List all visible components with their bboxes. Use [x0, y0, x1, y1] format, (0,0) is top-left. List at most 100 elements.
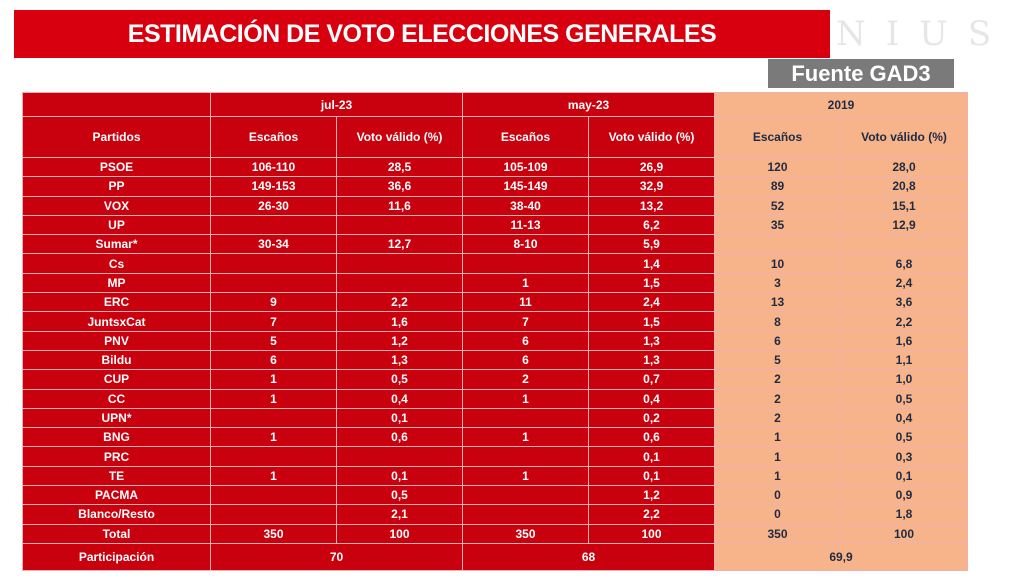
e2019-vote-cell: 1,0 [839, 369, 969, 390]
page-title: ESTIMACIÓN DE VOTO ELECCIONES GENERALES [127, 19, 717, 48]
jul-vote-cell: 12,7 [336, 234, 463, 255]
table-row: UP 11-13 6,2 35 12,9 [22, 214, 969, 236]
may-seats-cell: 1 [462, 388, 589, 409]
col-vote-header: Voto válido (%) [839, 116, 969, 158]
may-vote-cell: 1,3 [588, 349, 715, 371]
e2019-vote-cell: 2,4 [839, 272, 969, 294]
may-seats-cell: 1 [462, 427, 589, 448]
jul-seats-cell: 1 [210, 427, 337, 448]
jul-seats-cell: 1 [210, 388, 337, 409]
e2019-seats-cell: 6 [714, 330, 841, 351]
e2019-vote-cell: 0,4 [839, 407, 969, 429]
jul-vote-cell: 2,1 [336, 504, 463, 525]
may-seats-cell: 38-40 [462, 195, 589, 216]
participation-jul: 70 [210, 542, 463, 571]
may-vote-cell: 5,9 [588, 234, 715, 255]
party-cell: Blanco/Resto [22, 504, 211, 525]
may-seats-cell: 145-149 [462, 176, 589, 197]
jul-vote-cell: 0,6 [336, 427, 463, 448]
e2019-vote-cell [839, 234, 969, 255]
table-row: Total 350 100 350 100 350 100 [22, 523, 969, 544]
table-row: Blanco/Resto 2,1 2,2 0 1,8 [22, 504, 969, 525]
party-cell: PP [22, 176, 211, 197]
jul-vote-cell: 28,5 [336, 156, 463, 178]
header-blank [22, 92, 211, 117]
table-row: PACMA 0,5 1,2 0 0,9 [22, 485, 969, 506]
e2019-seats-cell: 2 [714, 388, 841, 409]
jul-vote-cell: 0,4 [336, 388, 463, 409]
may-seats-cell: 6 [462, 330, 589, 351]
party-cell: MP [22, 272, 211, 294]
e2019-seats-cell: 5 [714, 349, 841, 371]
jul-seats-cell: 1 [210, 465, 337, 487]
may-vote-cell: 0,1 [588, 465, 715, 487]
party-cell: UPN* [22, 407, 211, 429]
e2019-vote-cell: 0,5 [839, 388, 969, 409]
may-vote-cell: 0,1 [588, 446, 715, 467]
may-vote-cell: 32,9 [588, 176, 715, 197]
e2019-seats-cell: 350 [714, 523, 841, 544]
e2019-seats-cell: 3 [714, 272, 841, 294]
jul-vote-cell [336, 446, 463, 467]
may-seats-cell [462, 504, 589, 525]
party-cell: PSOE [22, 156, 211, 178]
may-seats-cell: 8-10 [462, 234, 589, 255]
jul-vote-cell [336, 253, 463, 274]
e2019-seats-cell: 1 [714, 427, 841, 448]
may-seats-cell: 350 [462, 523, 589, 544]
party-cell: Sumar* [22, 234, 211, 255]
participation-label: Participación [22, 542, 211, 571]
e2019-seats-cell: 1 [714, 465, 841, 487]
e2019-vote-cell: 2,2 [839, 311, 969, 332]
col-vote-header: Voto válido (%) [588, 116, 715, 158]
table-row: PNV 5 1,2 6 1,3 6 1,6 [22, 330, 969, 351]
e2019-vote-cell: 1,1 [839, 349, 969, 371]
may-vote-cell: 2,4 [588, 292, 715, 313]
jul-seats-cell: 7 [210, 311, 337, 332]
jul-seats-cell: 106-110 [210, 156, 337, 178]
party-cell: UP [22, 214, 211, 236]
party-cell: PRC [22, 446, 211, 467]
jul-seats-cell: 1 [210, 369, 337, 390]
table-row: MP 1 1,5 3 2,4 [22, 272, 969, 294]
table-row: TE 1 0,1 1 0,1 1 0,1 [22, 465, 969, 487]
jul-vote-cell [336, 272, 463, 294]
jul-seats-cell [210, 272, 337, 294]
table-row: PSOE 106-110 28,5 105-109 26,9 120 28,0 [22, 156, 969, 178]
may-vote-cell: 100 [588, 523, 715, 544]
jul-vote-cell [336, 214, 463, 236]
e2019-seats-cell: 89 [714, 176, 841, 197]
jul-seats-cell [210, 504, 337, 525]
party-cell: Cs [22, 253, 211, 274]
table-row: Sumar* 30-34 12,7 8-10 5,9 [22, 234, 969, 255]
may-seats-cell: 11 [462, 292, 589, 313]
party-cell: ERC [22, 292, 211, 313]
jul-vote-cell: 100 [336, 523, 463, 544]
party-cell: Bildu [22, 349, 211, 371]
jul-vote-cell: 1,6 [336, 311, 463, 332]
may-vote-cell: 0,2 [588, 407, 715, 429]
e2019-vote-cell: 1,8 [839, 504, 969, 525]
jul-vote-cell: 1,3 [336, 349, 463, 371]
e2019-seats-cell: 35 [714, 214, 841, 236]
table-row: Bildu 6 1,3 6 1,3 5 1,1 [22, 349, 969, 371]
participation-row: Participación 70 68 69,9 [22, 542, 969, 571]
e2019-seats-cell: 10 [714, 253, 841, 274]
may-vote-cell: 1,5 [588, 272, 715, 294]
col-seats-header: Escaños [210, 116, 337, 158]
may-vote-cell: 13,2 [588, 195, 715, 216]
may-seats-cell [462, 407, 589, 429]
table-row: CUP 1 0,5 2 0,7 2 1,0 [22, 369, 969, 390]
e2019-seats-cell: 13 [714, 292, 841, 313]
jul-seats-cell: 149-153 [210, 176, 337, 197]
col-seats-header: Escaños [714, 116, 841, 158]
period-may-23: may-23 [462, 92, 715, 117]
may-seats-cell [462, 253, 589, 274]
jul-seats-cell [210, 214, 337, 236]
party-cell: BNG [22, 427, 211, 448]
e2019-seats-cell: 52 [714, 195, 841, 216]
table-row: CC 1 0,4 1 0,4 2 0,5 [22, 388, 969, 409]
may-vote-cell: 1,2 [588, 485, 715, 506]
may-seats-cell: 6 [462, 349, 589, 371]
e2019-vote-cell: 0,9 [839, 485, 969, 506]
